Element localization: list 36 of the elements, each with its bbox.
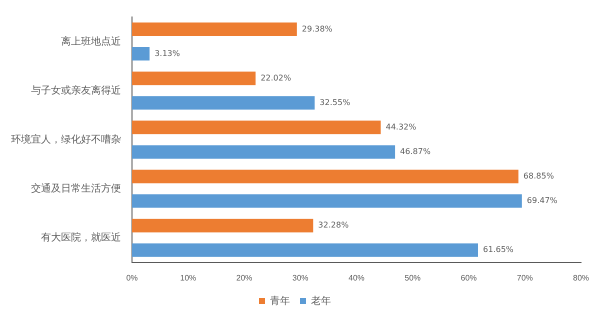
data-label: 46.87% (400, 147, 431, 156)
y-tick-label: 离上班地点近 (61, 35, 121, 48)
x-tick-label: 80% (572, 273, 589, 282)
data-label: 32.55% (320, 98, 351, 107)
y-tick-label: 与子女或亲友离得近 (31, 84, 121, 96)
y-tick-label: 环境宜人，绿化好不嘈杂 (11, 133, 121, 146)
data-label: 22.02% (260, 73, 292, 82)
bar (132, 47, 150, 61)
legend-label: 青年 (270, 294, 290, 307)
x-tick-label: 30% (292, 273, 308, 282)
bar (132, 96, 315, 110)
data-label: 61.65% (483, 245, 514, 254)
data-label: 32.28% (318, 220, 350, 230)
data-label: 3.13% (154, 48, 180, 58)
x-tick-label: 40% (348, 273, 365, 282)
bar (132, 218, 314, 232)
x-tick-label: 20% (236, 273, 252, 282)
bar (132, 243, 478, 257)
bar (132, 145, 396, 159)
data-label: 69.47% (526, 196, 558, 206)
data-label: 68.85% (523, 172, 554, 181)
legend-label: 老年 (311, 294, 331, 307)
data-label: 29.38% (302, 24, 333, 34)
x-tick-label: 0% (126, 273, 138, 282)
bar (132, 170, 518, 184)
bar (132, 72, 256, 86)
x-tick-label: 10% (180, 273, 196, 282)
y-tick-label: 有大医院，就医近 (41, 232, 121, 244)
y-tick-label: 交通及日常生活方便 (31, 182, 121, 195)
x-tick-label: 50% (404, 273, 421, 282)
x-tick-label: 60% (460, 273, 477, 282)
bar (132, 120, 381, 134)
bar (132, 22, 297, 36)
bar (132, 194, 522, 208)
data-label: 44.32% (386, 122, 417, 132)
x-tick-label: 70% (516, 273, 533, 282)
